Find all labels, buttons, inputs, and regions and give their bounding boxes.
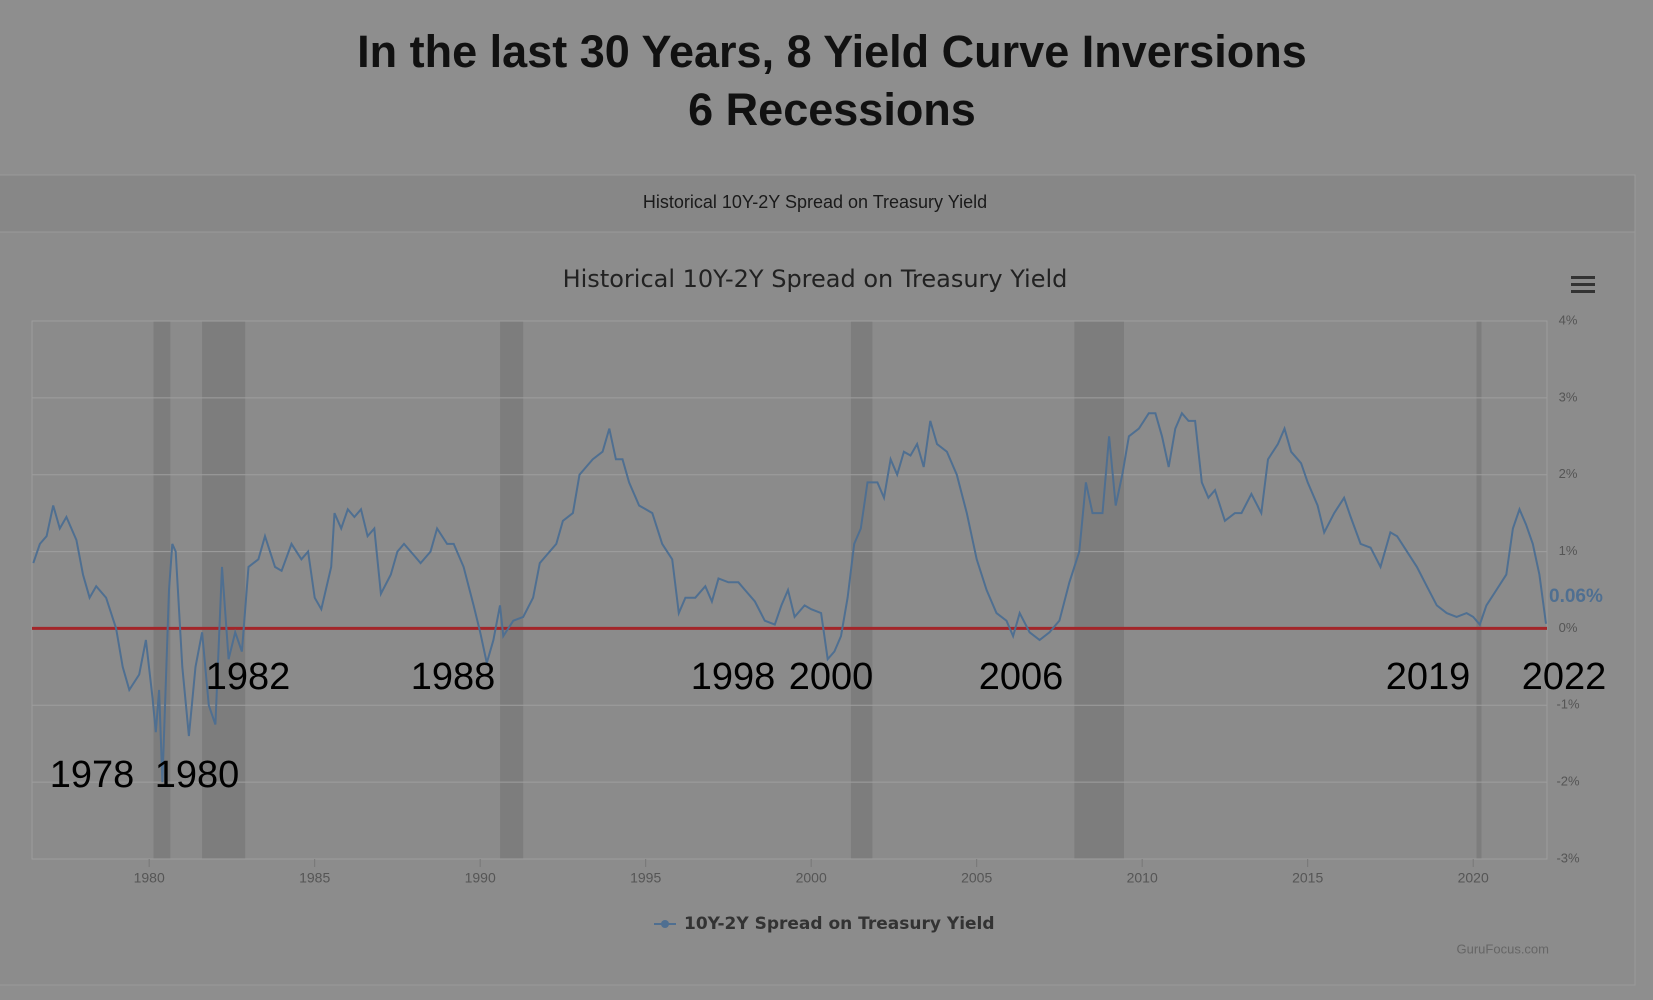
y-tick-label: -2% xyxy=(1556,774,1580,789)
menu-bar xyxy=(1571,276,1595,279)
annotation: 1980 xyxy=(155,754,240,796)
x-tick-label: 1990 xyxy=(465,870,496,886)
x-tick-label: 1985 xyxy=(299,870,330,886)
annotation: 2022 xyxy=(1522,656,1607,698)
menu-icon[interactable] xyxy=(1571,276,1595,293)
chart-title: Historical 10Y-2Y Spread on Treasury Yie… xyxy=(563,265,1068,293)
annotation: 2019 xyxy=(1386,656,1471,698)
page-title: 6 Recessions xyxy=(688,84,976,135)
x-tick-label: 2005 xyxy=(961,870,992,886)
x-tick-label: 1995 xyxy=(630,870,661,886)
credit: GuruFocus.com xyxy=(1457,941,1549,956)
y-tick-label: 3% xyxy=(1559,389,1578,404)
annotation: 1982 xyxy=(206,656,291,698)
series-line xyxy=(32,411,1547,783)
y-tick-label: 2% xyxy=(1559,466,1578,481)
annotation: 1978 xyxy=(50,754,135,796)
menu-bar xyxy=(1571,290,1595,293)
x-tick-label: 2015 xyxy=(1292,870,1323,886)
recession-band xyxy=(153,321,171,859)
annotation: 2000 xyxy=(789,656,874,698)
x-tick-label: 2020 xyxy=(1458,870,1489,886)
x-tick-label: 2010 xyxy=(1127,870,1158,886)
recession-band xyxy=(500,321,524,859)
y-tick-label: -1% xyxy=(1556,697,1580,712)
y-tick-label: 4% xyxy=(1559,312,1578,327)
x-tick-label: 1980 xyxy=(134,870,165,886)
recession-band xyxy=(1074,321,1124,859)
y-tick-label: 0% xyxy=(1559,620,1578,635)
page-title: In the last 30 Years, 8 Yield Curve Inve… xyxy=(357,26,1307,77)
annotation: 1998 xyxy=(691,656,776,698)
panel-header xyxy=(0,174,1636,233)
plot-area xyxy=(31,320,1548,860)
end-label: 0.06% xyxy=(1549,586,1603,607)
annotation: 2006 xyxy=(979,656,1064,698)
recession-band xyxy=(850,321,873,859)
menu-bar xyxy=(1571,283,1595,286)
y-tick-label: -3% xyxy=(1556,850,1580,865)
recession-band xyxy=(1476,321,1482,859)
x-tick-label: 2000 xyxy=(796,870,827,886)
legend-label: 10Y-2Y Spread on Treasury Yield xyxy=(684,914,995,934)
annotation: 1988 xyxy=(411,656,496,698)
legend-marker xyxy=(661,920,669,928)
y-tick-label: 1% xyxy=(1559,543,1578,558)
panel-header-text: Historical 10Y-2Y Spread on Treasury Yie… xyxy=(643,192,987,212)
